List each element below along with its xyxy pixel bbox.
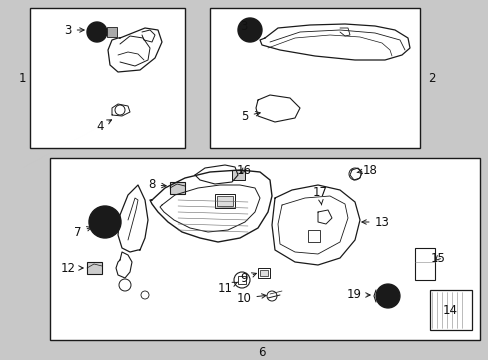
Circle shape <box>92 27 102 37</box>
Circle shape <box>244 24 256 36</box>
Bar <box>231 170 244 180</box>
Text: 3: 3 <box>240 19 258 32</box>
Bar <box>30 8 184 148</box>
Bar <box>87 262 102 274</box>
Bar <box>414 248 434 280</box>
Bar <box>209 8 419 148</box>
Text: 8: 8 <box>148 179 166 192</box>
Text: 19: 19 <box>346 288 369 302</box>
Bar <box>50 158 479 340</box>
Bar <box>260 270 267 276</box>
Bar <box>238 276 245 284</box>
Text: 10: 10 <box>236 292 265 305</box>
Text: 3: 3 <box>64 23 84 36</box>
Text: 17: 17 <box>312 186 327 205</box>
Circle shape <box>97 214 113 230</box>
Text: 5: 5 <box>241 109 260 122</box>
Circle shape <box>375 284 399 308</box>
Text: 16: 16 <box>236 163 251 176</box>
Text: 9: 9 <box>240 271 256 284</box>
Bar <box>258 268 269 278</box>
Text: 18: 18 <box>356 163 377 176</box>
Bar <box>170 182 184 194</box>
Text: 15: 15 <box>429 252 445 265</box>
Bar <box>429 290 471 330</box>
Circle shape <box>87 22 107 42</box>
Text: 12: 12 <box>61 261 83 274</box>
Text: 1: 1 <box>18 72 26 85</box>
Text: 7: 7 <box>74 225 91 238</box>
Bar <box>107 27 117 37</box>
Bar <box>307 230 319 242</box>
Circle shape <box>380 289 394 303</box>
Bar <box>217 196 232 206</box>
Text: 14: 14 <box>442 303 457 316</box>
Bar <box>215 194 235 208</box>
Text: 11: 11 <box>217 282 237 294</box>
Text: 6: 6 <box>258 346 265 359</box>
Text: 13: 13 <box>361 216 388 229</box>
Circle shape <box>238 18 262 42</box>
Text: 2: 2 <box>427 72 435 85</box>
Text: 4: 4 <box>96 120 111 132</box>
Circle shape <box>89 206 121 238</box>
